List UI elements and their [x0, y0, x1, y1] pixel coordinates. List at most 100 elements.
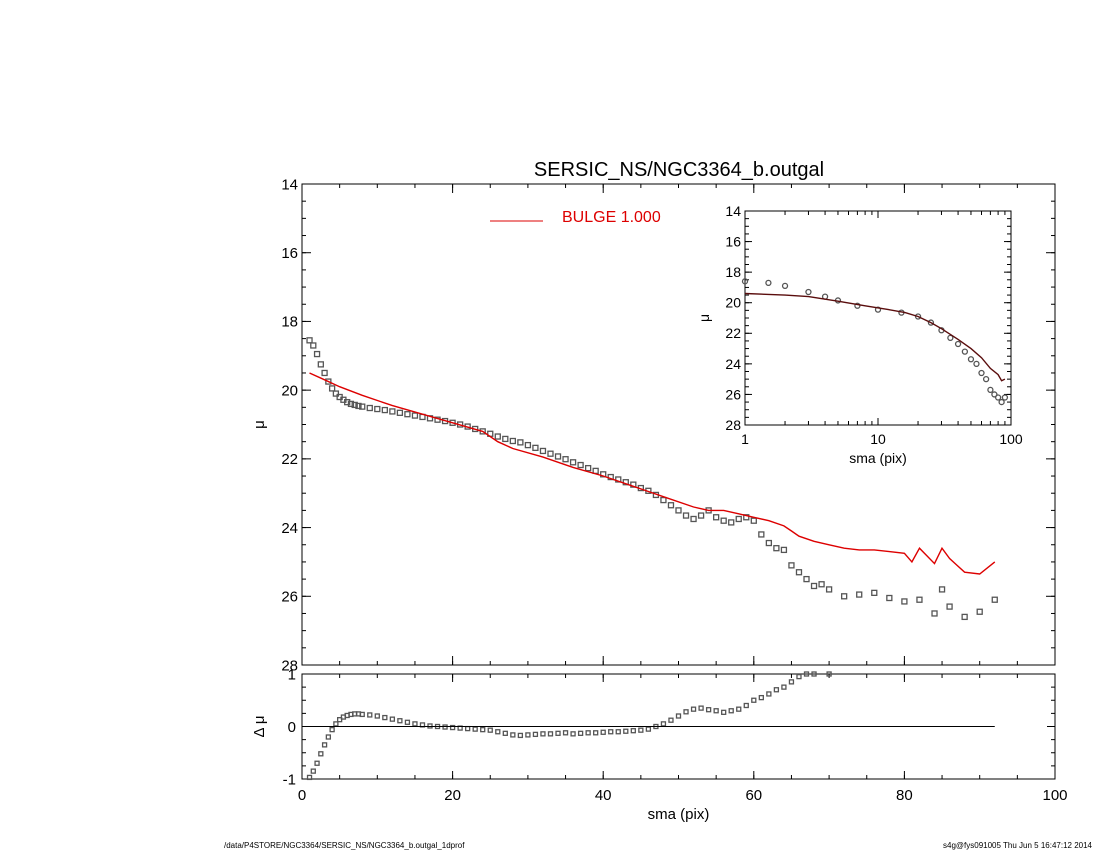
data-point [751, 697, 757, 703]
data-point [404, 411, 411, 418]
data-point [675, 507, 682, 514]
data-point [389, 408, 396, 415]
series-line-model [744, 292, 1006, 382]
x-tick-label: 10 [870, 431, 886, 447]
data-point [539, 447, 547, 455]
data-point [854, 302, 861, 309]
data-point [411, 412, 419, 419]
data-point [758, 694, 764, 701]
data-point [765, 279, 772, 286]
data-point [773, 545, 780, 552]
data-point [569, 459, 577, 466]
y-tick-label: 14 [281, 176, 298, 193]
data-point [449, 724, 456, 731]
y-tick-label: 28 [281, 657, 298, 674]
data-point [427, 723, 433, 729]
data-point [1001, 394, 1009, 401]
y-tick-label: 28 [725, 417, 741, 433]
data-point [359, 711, 365, 718]
data-point [502, 435, 509, 443]
data-point [381, 406, 388, 414]
data-point [321, 369, 328, 377]
y-tick-label: 24 [725, 356, 741, 372]
x-tick-label: 1 [741, 431, 749, 447]
data-point [973, 360, 980, 368]
data-point [638, 727, 644, 733]
x-tick-label: 20 [444, 787, 461, 804]
y-axis-title: Δ μ [251, 715, 268, 737]
data-point [355, 402, 362, 410]
data-point [318, 751, 324, 757]
x-tick-label: 0 [298, 787, 306, 804]
data-point [780, 546, 788, 554]
data-point [317, 361, 324, 368]
data-point [600, 729, 606, 735]
data-point [615, 729, 621, 735]
data-point [645, 726, 652, 732]
data-point [728, 708, 734, 714]
data-point [347, 400, 355, 408]
data-point [811, 671, 817, 677]
legend-label: BULGE 1.000 [562, 209, 661, 226]
data-point [306, 774, 313, 781]
data-point [577, 730, 584, 736]
data-point [743, 702, 749, 709]
data-point [788, 679, 795, 685]
data-point [630, 481, 637, 488]
data-point [667, 502, 675, 509]
data-point [690, 706, 697, 712]
inset-plot-area: 1 10 100 14 16 18 20 22 24 26 28 sma (pix) μ [696, 203, 1023, 466]
data-point [728, 519, 735, 526]
data-point [332, 390, 340, 397]
series-line-BULGE-1.000 [309, 372, 996, 575]
x-axis-title: sma (pix) [849, 450, 907, 466]
data-point [562, 730, 569, 736]
data-point [697, 512, 705, 519]
data-point [810, 582, 818, 590]
data-point [976, 608, 983, 615]
data-point [781, 684, 787, 690]
data-point [615, 476, 622, 483]
x-tick-label: 40 [595, 787, 612, 804]
data-point [532, 444, 539, 452]
data-point [359, 403, 366, 410]
data-point [329, 727, 335, 733]
data-point [540, 731, 546, 737]
data-point [874, 306, 882, 313]
x-tick-label: 80 [896, 787, 913, 804]
data-point [328, 385, 336, 392]
data-point [856, 591, 863, 598]
data-point [713, 514, 720, 521]
data-point [721, 709, 727, 715]
data-point [487, 727, 493, 733]
data-point [608, 729, 614, 735]
data-point [351, 401, 358, 409]
data-point [758, 531, 765, 538]
data-point [547, 731, 554, 737]
x-axis-title: sma (pix) [648, 806, 710, 823]
data-point [954, 340, 962, 348]
data-point [803, 575, 810, 583]
y-tick-label: 18 [725, 264, 741, 280]
data-point [524, 441, 532, 449]
y-tick-label: 1 [288, 666, 296, 683]
data-point [982, 375, 990, 383]
data-point [705, 707, 712, 713]
data-point [720, 517, 727, 524]
inset-frame [744, 210, 1012, 426]
data-point [509, 437, 516, 445]
data-point [554, 453, 562, 460]
data-point [623, 728, 629, 734]
data-point [495, 729, 501, 735]
data-point [978, 369, 985, 377]
y-tick-label: 26 [725, 386, 741, 402]
data-point [713, 708, 719, 714]
y-tick-label: 18 [281, 314, 298, 331]
y-tick-label: 24 [281, 520, 298, 537]
data-point [773, 687, 780, 693]
data-point [668, 717, 674, 723]
data-point [494, 433, 501, 440]
x-tick-label: 100 [1042, 787, 1067, 804]
data-point [750, 517, 757, 524]
